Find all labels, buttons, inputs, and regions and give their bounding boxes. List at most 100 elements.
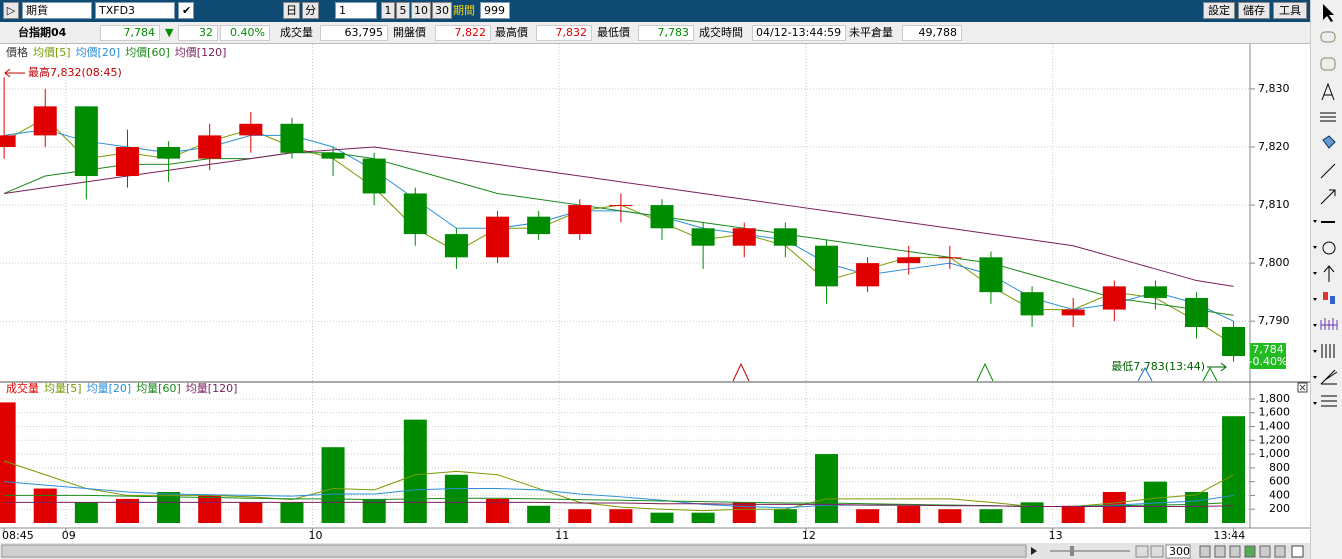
- x-tick-label: 08:45: [2, 529, 34, 542]
- grid-tool[interactable]: [1321, 344, 1335, 358]
- quote-arrow: ▼: [165, 26, 174, 39]
- close-x: [1299, 384, 1306, 391]
- quote-price: 7,784: [100, 25, 160, 41]
- candle-body: [814, 245, 838, 287]
- candle-body: [362, 158, 386, 194]
- volume-bar: [403, 419, 427, 523]
- candle-body: [486, 216, 510, 258]
- checkbox[interactable]: ✔: [178, 2, 194, 19]
- last-change: -0.40%: [1249, 355, 1288, 368]
- y-tick-label: 7,830: [1258, 82, 1290, 95]
- volume-bar: [157, 491, 181, 523]
- nav-button[interactable]: [1214, 545, 1226, 558]
- candle-body: [444, 234, 468, 258]
- candle-body: [1020, 292, 1044, 316]
- circle-tool[interactable]: [1322, 241, 1336, 255]
- x-tick-label: 11: [555, 529, 569, 542]
- period-input[interactable]: 999: [480, 2, 510, 19]
- quote-name: 台指期04: [18, 26, 67, 39]
- volume-bar: [856, 509, 880, 523]
- nav-button[interactable]: [1244, 545, 1256, 558]
- nav-button[interactable]: [1274, 545, 1286, 558]
- minute-button[interactable]: 分: [302, 2, 319, 19]
- erase-tool[interactable]: [1320, 31, 1336, 43]
- y-tick-label: 400: [1269, 488, 1290, 501]
- volume-bar: [444, 474, 468, 523]
- candle-tool[interactable]: [1323, 292, 1328, 300]
- symbol-select[interactable]: TXFD3: [95, 2, 175, 19]
- settings-button[interactable]: 設定: [1203, 2, 1235, 19]
- candle-body: [403, 193, 427, 235]
- candle-body: [897, 257, 921, 264]
- zoom-box[interactable]: [1165, 544, 1191, 559]
- candle-body: [239, 123, 263, 136]
- zoom-out[interactable]: [1135, 545, 1149, 558]
- volume-bar: [609, 509, 633, 523]
- volume-bar: [650, 512, 674, 523]
- volume-bar: [1222, 416, 1246, 523]
- candle-body: [732, 228, 756, 246]
- close-icon[interactable]: [1297, 382, 1308, 393]
- zoom-in[interactable]: [1150, 545, 1164, 558]
- quote-label: 未平倉量: [849, 26, 893, 39]
- candle-body: [1185, 297, 1209, 327]
- legend-entry: 均價[60]: [125, 45, 170, 59]
- save-button[interactable]: 儲存: [1238, 2, 1270, 19]
- candle-body: [280, 123, 304, 153]
- play-button[interactable]: ▷: [3, 2, 19, 19]
- quote-oi: 49,788: [902, 25, 962, 41]
- arrow-tool[interactable]: [1320, 189, 1336, 205]
- text-tool[interactable]: [1321, 82, 1335, 101]
- annotation-arrow: [1220, 362, 1227, 372]
- preset-button[interactable]: 10: [411, 2, 431, 19]
- high-annotation: 最高7,832(08:45): [4, 65, 122, 79]
- side-bg: [1311, 0, 1342, 559]
- ma-line: [4, 501, 1234, 507]
- interval-select[interactable]: 1: [335, 2, 377, 19]
- scrollbar: 300: [0, 543, 1310, 559]
- quote-high: 7,832: [536, 25, 592, 41]
- scroll-thumb[interactable]: [1, 544, 1027, 558]
- candle-body: [650, 205, 674, 229]
- zoom-value: 300: [1169, 545, 1190, 558]
- zoom-handle[interactable]: [1070, 546, 1074, 556]
- quote-label: 成交量: [280, 26, 313, 39]
- tag-tool[interactable]: [1322, 135, 1336, 149]
- legend-entry: 均價[120]: [175, 45, 227, 59]
- preset-button[interactable]: 1: [381, 2, 395, 19]
- line-tool[interactable]: [1320, 163, 1336, 179]
- fib-tool[interactable]: [1320, 318, 1338, 330]
- nav-button[interactable]: [1199, 545, 1211, 558]
- candle-body: [115, 147, 139, 177]
- vline-tool[interactable]: [1323, 265, 1335, 282]
- nav-button[interactable]: [1291, 545, 1304, 558]
- candle-body: [157, 147, 181, 159]
- chart: 最高7,832(08:45) 最低7,783(13:44) 7,784 -0.4…: [0, 44, 1310, 559]
- marker: [732, 362, 750, 382]
- candle-tool[interactable]: [1330, 296, 1335, 304]
- x-tick-label: 09: [62, 529, 76, 542]
- volume-bar: [362, 498, 386, 523]
- candle-body: [321, 152, 345, 159]
- erase-all-tool[interactable]: [1320, 57, 1336, 71]
- legend-entry: 均量[120]: [186, 382, 238, 395]
- x-tick-label: 12: [802, 529, 816, 542]
- volume-bar: [691, 512, 715, 523]
- market-select[interactable]: 期貨: [22, 2, 92, 19]
- tools-button[interactable]: 工具: [1273, 2, 1307, 19]
- legend-entry: 成交量: [6, 381, 39, 395]
- preset-button[interactable]: 5: [396, 2, 410, 19]
- period-label: 期間: [453, 4, 475, 17]
- lines-tool[interactable]: [1320, 112, 1336, 122]
- day-button[interactable]: 日: [283, 2, 300, 19]
- side-toolbar: [1310, 0, 1342, 559]
- fan-tool[interactable]: [1320, 369, 1338, 385]
- channel-tool[interactable]: [1321, 395, 1337, 407]
- volume-bar: [486, 498, 510, 523]
- high-label: 最高7,832(08:45): [28, 65, 122, 79]
- scroll-arrow[interactable]: [1031, 547, 1037, 555]
- cursor-tool[interactable]: [1323, 4, 1334, 22]
- preset-button[interactable]: 30: [432, 2, 452, 19]
- nav-button[interactable]: [1259, 545, 1271, 558]
- nav-button[interactable]: [1229, 545, 1241, 558]
